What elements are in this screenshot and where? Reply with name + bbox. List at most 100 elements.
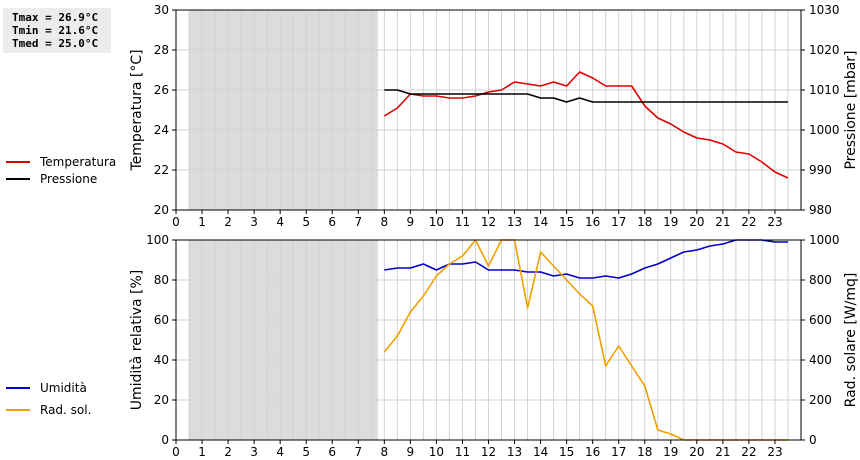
- top-yr-tick-label: 1010: [809, 83, 840, 97]
- top-yl-tick-label: 20: [154, 203, 169, 217]
- bottom-yl-tick-label: 20: [154, 393, 169, 407]
- bottom-x-tick-label: 23: [767, 445, 782, 459]
- bottom-yr-tick-label: 600: [809, 313, 832, 327]
- top-x-tick-label: 6: [328, 215, 336, 229]
- top-yr-tick-label: 980: [809, 203, 832, 217]
- bottom-yl-tick-label: 40: [154, 353, 169, 367]
- top-x-tick-label: 2: [224, 215, 232, 229]
- legend-item-pressione: Pressione: [6, 171, 97, 187]
- bottom-yl-tick-label: 60: [154, 313, 169, 327]
- top-yl-tick-label: 30: [154, 3, 169, 17]
- bottom-series-0: [384, 239, 788, 279]
- stats-box: Tmax = 26.9°C Tmin = 21.6°C Tmed = 25.0°…: [3, 8, 111, 53]
- top-x-tick-label: 15: [559, 215, 574, 229]
- top-yr-tick-label: 990: [809, 163, 832, 177]
- top-x-tick-label: 4: [276, 215, 284, 229]
- bottom-x-tick-label: 1: [198, 445, 206, 459]
- top-x-tick-label: 20: [689, 215, 704, 229]
- tmin-text: Tmin = 21.6°C: [12, 24, 99, 37]
- top-x-tick-label: 19: [663, 215, 678, 229]
- legend-swatch-radsol: [6, 409, 30, 411]
- bottom-x-tick-label: 20: [689, 445, 704, 459]
- top-yl-tick-label: 28: [154, 43, 169, 57]
- top-yr-tick-label: 1020: [809, 43, 840, 57]
- bottom-x-tick-label: 10: [429, 445, 444, 459]
- top-x-tick-label: 22: [741, 215, 756, 229]
- top-yl-tick-label: 26: [154, 83, 169, 97]
- top-x-tick-label: 21: [715, 215, 730, 229]
- top-series-0: [383, 71, 789, 179]
- bottom-yl-tick-label: 80: [154, 273, 169, 287]
- legend-swatch-pressione: [6, 178, 30, 180]
- top-x-tick-label: 3: [250, 215, 258, 229]
- legend-item-radsol: Rad. sol.: [6, 402, 91, 418]
- top-y-left-title: Temperatura [°C]: [129, 49, 145, 171]
- bottom-x-tick-label: 22: [741, 445, 756, 459]
- bottom-yr-tick-label: 0: [809, 433, 817, 447]
- top-x-tick-label: 17: [611, 215, 626, 229]
- top-x-tick-label: 1: [198, 215, 206, 229]
- bottom-yl-tick-label: 0: [161, 433, 169, 447]
- bottom-shaded-region: [189, 240, 378, 440]
- bottom-x-tick-label: 3: [250, 445, 258, 459]
- bottom-x-tick-label: 15: [559, 445, 574, 459]
- bottom-x-tick-label: 11: [455, 445, 470, 459]
- top-panel: 0 1 2 3 4 5 6 7 8 9 10 11 12 13 14 15 16 17 18 19 20 21 22 2320…: [129, 3, 859, 229]
- top-x-tick-label: 16: [585, 215, 600, 229]
- top-shaded-region: [189, 10, 378, 210]
- bottom-y-right-title: Rad. solare [W/mq]: [843, 273, 859, 408]
- top-x-tick-label: 9: [407, 215, 415, 229]
- top-series-1: [384, 89, 788, 103]
- bottom-x-tick-label: 14: [533, 445, 548, 459]
- top-x-tick-label: 10: [429, 215, 444, 229]
- legend-swatch-temperatura: [6, 161, 30, 163]
- bottom-series-1: [383, 239, 788, 441]
- legend-item-temperatura: Temperatura: [6, 154, 116, 170]
- top-x-tick-label: 8: [381, 215, 389, 229]
- top-x-tick-label: 23: [767, 215, 782, 229]
- bottom-x-tick-label: 13: [507, 445, 522, 459]
- bottom-x-tick-label: 2: [224, 445, 232, 459]
- bottom-x-tick-label: 9: [407, 445, 415, 459]
- bottom-x-tick-label: 5: [302, 445, 310, 459]
- legend-label-radsol: Rad. sol.: [40, 403, 92, 417]
- tmax-text: Tmax = 26.9°C: [12, 11, 99, 24]
- bottom-x-tick-label: 4: [276, 445, 284, 459]
- top-yr-tick-label: 1030: [809, 3, 840, 17]
- bottom-x-tick-label: 7: [354, 445, 362, 459]
- top-x-tick-label: 5: [302, 215, 310, 229]
- top-y-right-title: Pressione [mbar]: [843, 50, 859, 169]
- legend-item-umidita: Umidità: [6, 380, 87, 396]
- bottom-yl-tick-label: 100: [146, 233, 169, 247]
- top-yl-tick-label: 24: [154, 123, 169, 137]
- bottom-y-left-title: Umidità relativa [%]: [129, 270, 145, 411]
- bottom-yr-tick-label: 400: [809, 353, 832, 367]
- bottom-x-tick-label: 8: [381, 445, 389, 459]
- top-x-tick-label: 14: [533, 215, 548, 229]
- tmed-text: Tmed = 25.0°C: [12, 37, 99, 50]
- bottom-x-tick-label: 16: [585, 445, 600, 459]
- top-x-tick-label: 11: [455, 215, 470, 229]
- bottom-x-tick-label: 0: [172, 445, 180, 459]
- bottom-yr-tick-label: 200: [809, 393, 832, 407]
- bottom-yr-tick-label: 800: [809, 273, 832, 287]
- top-x-tick-label: 7: [354, 215, 362, 229]
- bottom-x-tick-label: 17: [611, 445, 626, 459]
- legend-label-temperatura: Temperatura: [40, 155, 117, 169]
- top-x-tick-label: 18: [637, 215, 652, 229]
- top-yr-tick-label: 1000: [809, 123, 840, 137]
- top-x-tick-label: 13: [507, 215, 522, 229]
- legend-label-pressione: Pressione: [40, 172, 98, 186]
- bottom-x-tick-label: 12: [481, 445, 496, 459]
- top-x-tick-label: 0: [172, 215, 180, 229]
- top-x-tick-label: 12: [481, 215, 496, 229]
- bottom-x-tick-label: 19: [663, 445, 678, 459]
- bottom-x-tick-label: 18: [637, 445, 652, 459]
- legend-swatch-umidita: [6, 387, 30, 389]
- bottom-yr-tick-label: 1000: [809, 233, 840, 247]
- bottom-x-tick-label: 6: [328, 445, 336, 459]
- legend-label-umidita: Umidità: [40, 381, 87, 395]
- bottom-panel: 0 1 2 3 4 5 6 7 8 9 10 11 12 13 14 15 16 17 18 19 20 21 22 2302…: [129, 233, 859, 459]
- bottom-x-tick-label: 21: [715, 445, 730, 459]
